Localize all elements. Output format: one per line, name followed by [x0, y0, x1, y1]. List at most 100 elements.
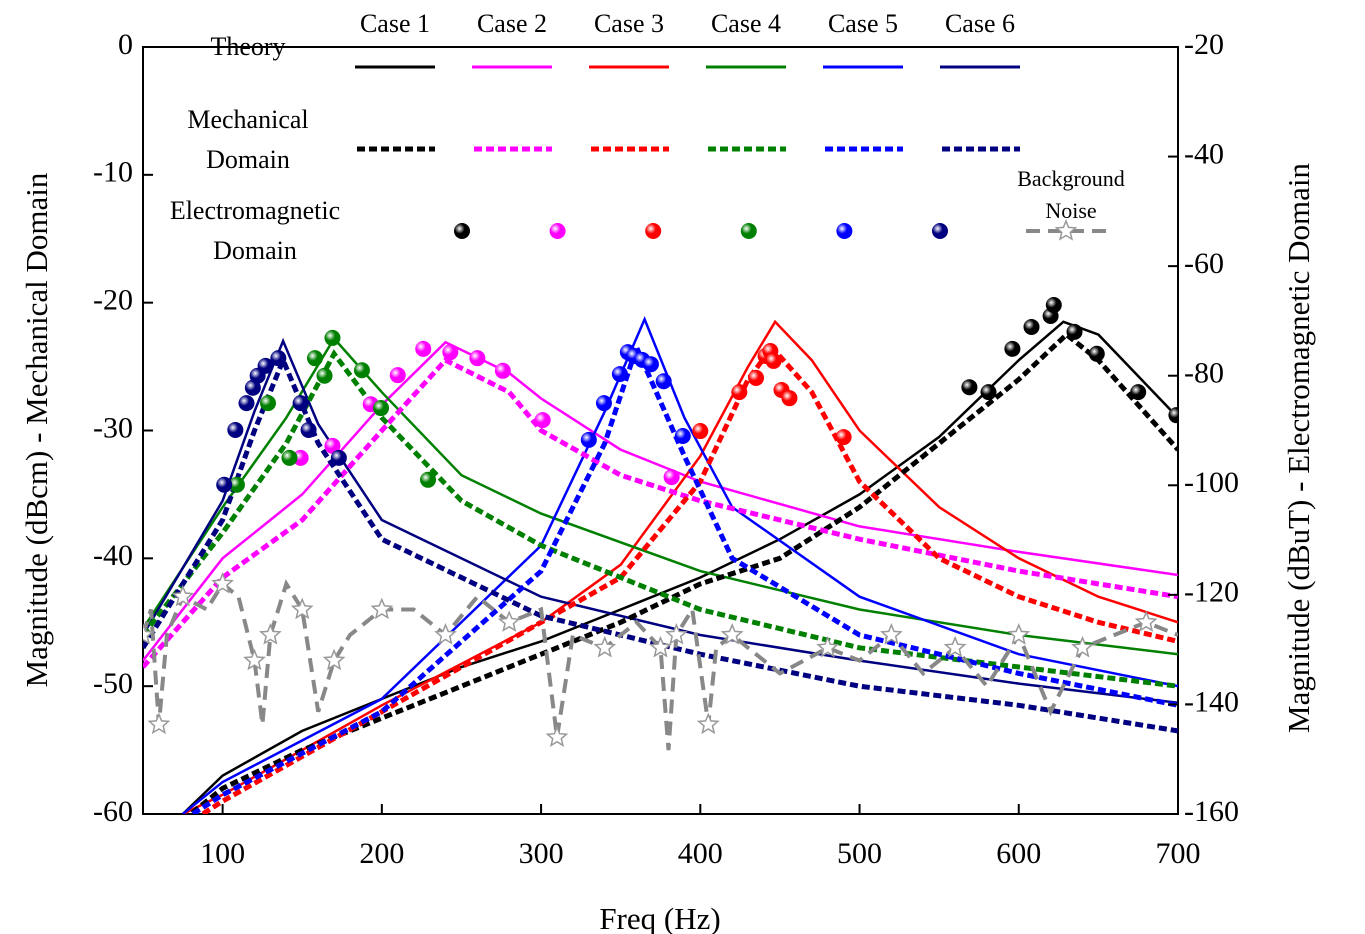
em-point: [674, 427, 691, 444]
noise-marker: [497, 610, 521, 632]
em-point: [1066, 323, 1083, 340]
em-point: [611, 366, 628, 383]
mechanical-line: [198, 343, 1178, 814]
y2-tick-label: -80: [1184, 357, 1224, 390]
em-point: [257, 357, 274, 374]
legend-noise-marker: [1054, 219, 1078, 241]
x-tick-label: 500: [837, 837, 882, 870]
em-point: [731, 384, 748, 401]
em-point: [228, 476, 245, 493]
em-point: [227, 421, 244, 438]
y2-tick-label: -40: [1184, 137, 1224, 170]
legend-row-label: Mechanical Domain: [187, 105, 308, 174]
noise-marker: [720, 623, 744, 645]
noise-marker: [147, 712, 171, 735]
mechanical-line: [143, 349, 1178, 689]
em-point: [1023, 318, 1040, 335]
legend-column-label: Case 5: [828, 9, 898, 38]
y-tick-label: 0: [118, 28, 133, 61]
x-tick-label: 200: [359, 837, 404, 870]
noise-marker: [880, 623, 903, 645]
em-point: [442, 344, 459, 361]
em-point: [373, 400, 390, 417]
theory-line: [143, 337, 1178, 705]
x-tick-label: 300: [519, 837, 564, 870]
theory-line: [143, 340, 1178, 662]
legend-column-label: Case 6: [945, 9, 1015, 38]
legend-row-label: Electromagnetic Domain: [170, 196, 340, 265]
noise-marker: [593, 635, 617, 658]
em-point: [292, 449, 309, 466]
y2-tick-label: -120: [1184, 576, 1239, 609]
theory-line: [181, 320, 1178, 814]
y2-tick-label: -20: [1184, 28, 1224, 61]
em-point: [595, 395, 612, 412]
legend-em-swatch: [645, 223, 662, 239]
em-point: [270, 350, 287, 367]
noise-marker: [143, 623, 155, 645]
y-tick-label: -30: [93, 411, 133, 444]
noise-marker: [211, 571, 234, 594]
em-point: [1045, 297, 1062, 314]
legend-em-swatch: [836, 223, 853, 239]
legend-column-label: Case 2: [477, 9, 547, 38]
theory-line: [182, 316, 1178, 814]
em-point: [835, 429, 852, 446]
em-point: [330, 449, 347, 466]
y-tick-label: -20: [93, 284, 133, 317]
em-point: [389, 367, 406, 384]
em-point: [420, 471, 437, 488]
em-point: [415, 340, 432, 357]
noise-marker: [1134, 610, 1158, 632]
noise-marker: [649, 635, 672, 658]
theory-line: [182, 319, 1178, 814]
em-point: [238, 395, 255, 412]
noise-marker: [370, 597, 394, 620]
em-point: [316, 367, 333, 384]
legend-column-label: Case 4: [711, 9, 781, 38]
em-point: [324, 329, 341, 346]
x-tick-label: 400: [678, 837, 723, 870]
mechanical-line: [188, 340, 1178, 814]
noise-marker: [696, 712, 720, 735]
em-point: [781, 390, 798, 407]
y-tick-label: -60: [93, 795, 133, 828]
em-point: [765, 352, 782, 369]
y2-tick-label: -160: [1184, 795, 1239, 828]
legend-column-label: Case 3: [594, 9, 664, 38]
em-point: [692, 423, 709, 440]
y2-tick-label: -100: [1184, 466, 1239, 499]
noise-marker: [1071, 635, 1094, 658]
em-point: [216, 476, 233, 493]
em-point: [259, 395, 276, 412]
em-point: [642, 356, 659, 373]
x-axis-title: Freq (Hz): [599, 901, 720, 934]
y-tick-label: -50: [93, 667, 133, 700]
em-point: [244, 379, 261, 396]
em-point: [748, 369, 765, 386]
em-point: [663, 469, 680, 486]
em-point: [1004, 340, 1021, 357]
legend-em-swatch: [740, 223, 757, 239]
em-point: [292, 395, 309, 412]
em-point: [281, 449, 298, 466]
em-point: [353, 362, 370, 379]
em-point: [534, 412, 551, 429]
noise-line: [143, 579, 1178, 751]
noise-marker: [434, 623, 457, 645]
noise-marker: [290, 597, 314, 620]
y2-axis-title: Magnitude (dBuT) - Electromagnetic Domai…: [1281, 163, 1316, 733]
em-point: [980, 384, 997, 401]
x-tick-label: 700: [1156, 837, 1201, 870]
noise-marker: [545, 725, 569, 747]
em-point: [1130, 384, 1147, 401]
plot-frame: [142, 46, 1179, 815]
y-tick-label: -40: [93, 539, 133, 572]
em-point: [655, 373, 672, 390]
legend-column-label: Case 1: [360, 9, 430, 38]
em-point: [1168, 407, 1178, 424]
y-tick-label: -10: [93, 156, 133, 189]
plot-area: [143, 297, 1178, 814]
noise-marker: [171, 584, 195, 607]
